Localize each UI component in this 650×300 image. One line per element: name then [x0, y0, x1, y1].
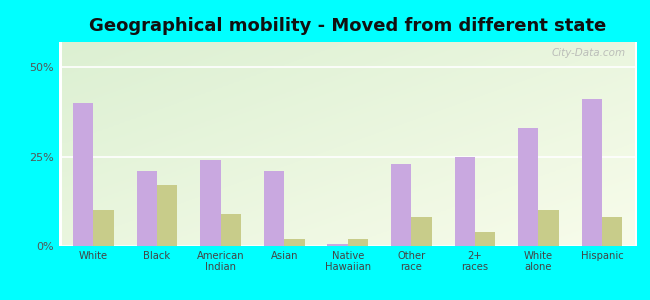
Bar	[136, 171, 157, 246]
Bar	[518, 128, 538, 246]
Bar	[220, 214, 241, 246]
Bar	[348, 239, 368, 246]
Bar	[411, 218, 432, 246]
Bar	[475, 232, 495, 246]
Bar	[454, 157, 475, 246]
Bar	[157, 185, 177, 246]
Bar	[391, 164, 411, 246]
Text: City-Data.com: City-Data.com	[551, 48, 625, 58]
Bar	[582, 99, 602, 246]
Bar	[73, 103, 94, 246]
Bar	[264, 171, 284, 246]
Bar	[538, 210, 559, 246]
Bar	[602, 218, 623, 246]
Bar	[328, 244, 348, 246]
Title: Geographical mobility - Moved from different state: Geographical mobility - Moved from diffe…	[89, 17, 606, 35]
Bar	[284, 239, 304, 246]
Bar	[200, 160, 220, 246]
Bar	[94, 210, 114, 246]
